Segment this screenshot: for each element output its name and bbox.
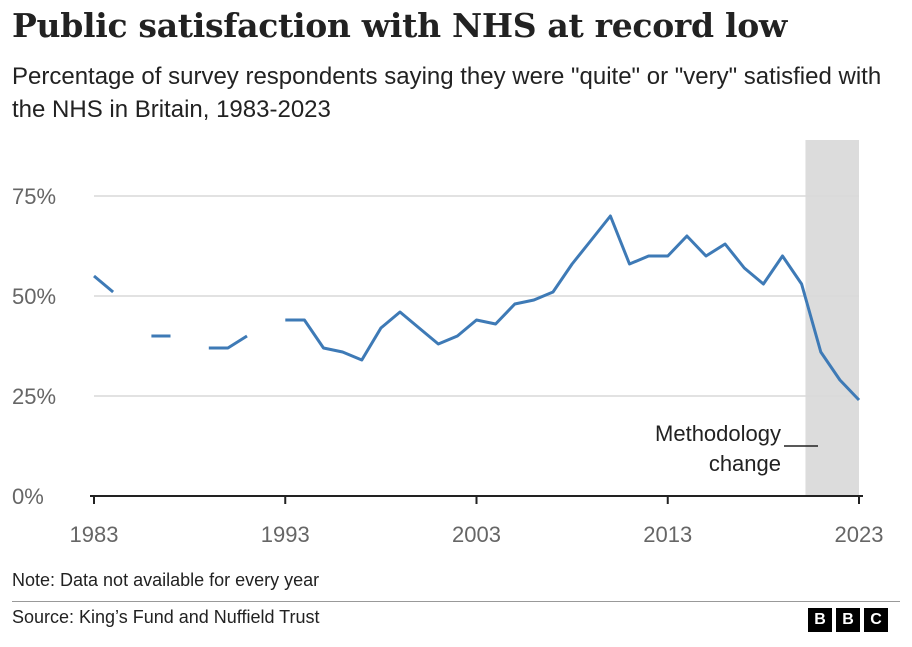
series-line-segment (285, 214, 861, 402)
chart-title: Public satisfaction with NHS at record l… (12, 6, 788, 45)
x-axis-ticks: 1983 1993 2003 2013 2023 (70, 496, 884, 547)
y-gridlines (94, 195, 859, 397)
series-line-segment (208, 334, 248, 350)
series-line-segment (93, 274, 115, 294)
x-tick-label: 2003 (452, 522, 501, 547)
bbc-logo-letter-b2: B (836, 608, 860, 632)
annotation-text-line1: Methodology (655, 421, 781, 446)
bbc-logo: B B C (808, 608, 888, 632)
chart-subtitle: Percentage of survey respondents saying … (12, 63, 882, 123)
x-tick-label: 1993 (261, 522, 310, 547)
bbc-logo-letter-c: C (864, 608, 888, 632)
satisfaction-series (93, 214, 861, 402)
annotation-text-line2: change (709, 451, 781, 476)
methodology-change-band (805, 140, 859, 496)
x-tick-label: 2013 (643, 522, 692, 547)
y-tick-label: 0% (12, 484, 44, 509)
y-tick-label: 75% (12, 184, 56, 209)
x-tick-label: 2023 (835, 522, 884, 547)
x-tick-label: 1983 (70, 522, 119, 547)
chart-note: Note: Data not available for every year (12, 570, 320, 590)
y-tick-label: 25% (12, 384, 56, 409)
y-tick-label: 50% (12, 284, 56, 309)
line-chart: 0% 25% 50% 75% 1983 1993 2003 2013 2023 Methodo… (12, 140, 884, 547)
y-axis-labels: 0% 25% 50% 75% (12, 184, 56, 509)
methodology-annotation: Methodology change (655, 421, 818, 476)
footer-divider (12, 601, 900, 602)
chart-source: Source: King’s Fund and Nuffield Trust (12, 607, 320, 627)
bbc-logo-letter-b1: B (808, 608, 832, 632)
